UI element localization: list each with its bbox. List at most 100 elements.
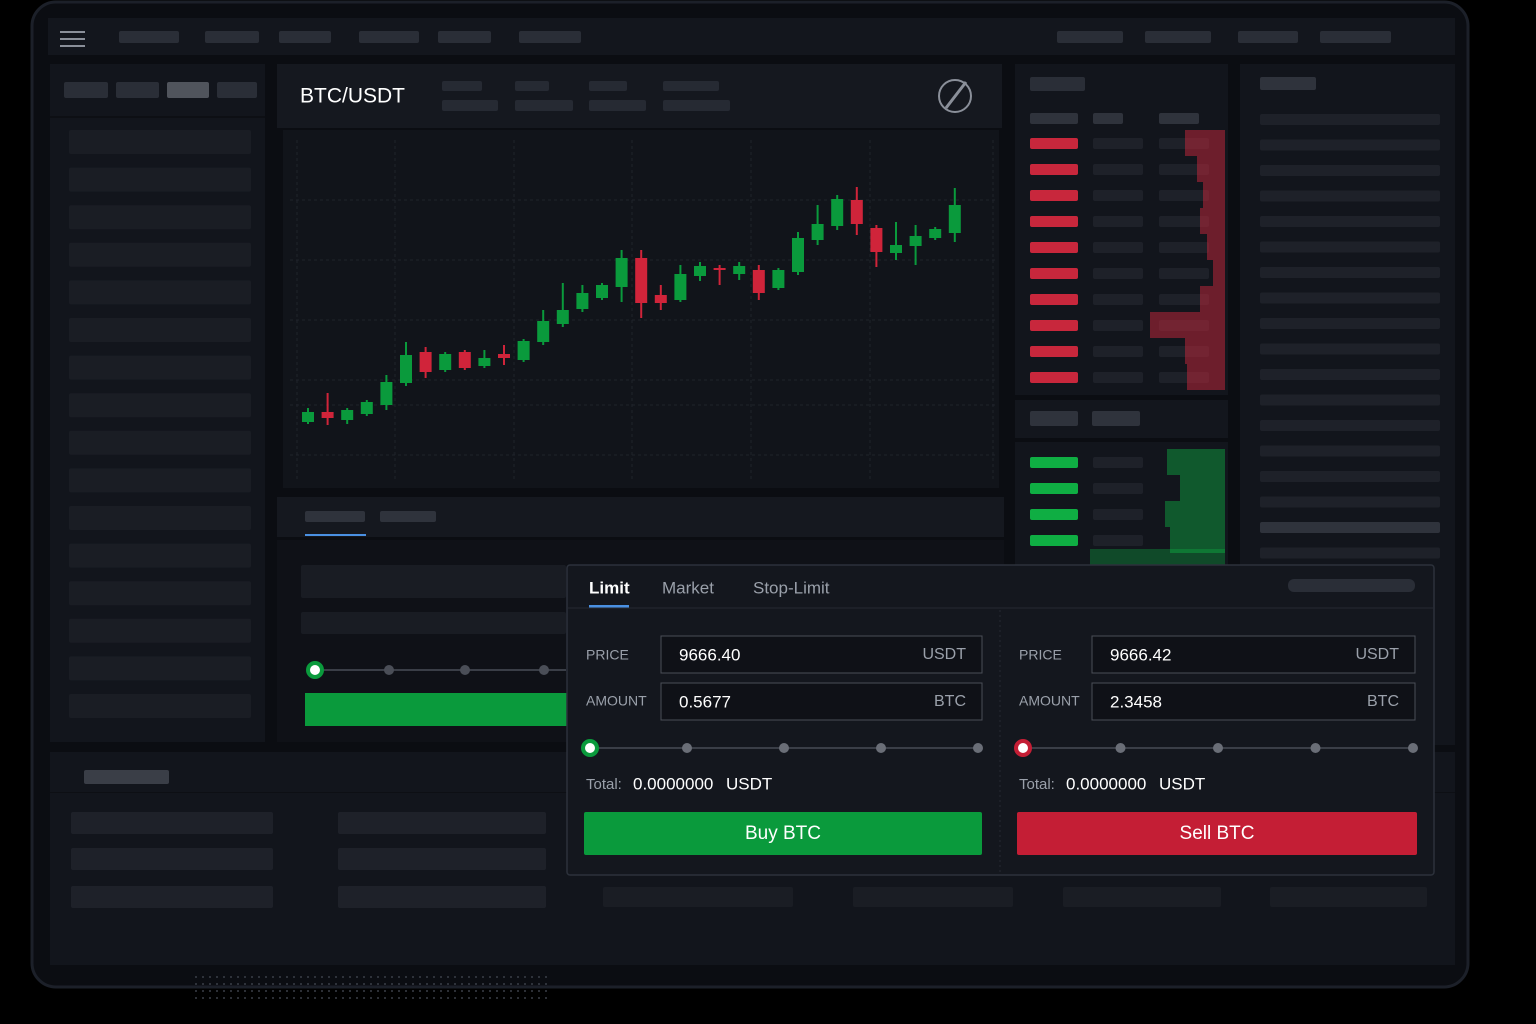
placeholder <box>167 82 209 98</box>
dot-pattern <box>328 990 330 992</box>
dot-pattern <box>209 990 211 992</box>
candle-body <box>752 270 765 293</box>
candle-body <box>478 358 491 366</box>
dot-pattern <box>405 990 407 992</box>
candle-body <box>929 229 942 238</box>
candle-body <box>400 355 412 383</box>
dot-pattern <box>237 976 239 978</box>
dot-pattern <box>440 983 442 985</box>
candle-body <box>576 293 589 309</box>
candle-body <box>439 354 452 370</box>
dot-pattern <box>398 976 400 978</box>
candle-body <box>635 258 648 303</box>
placeholder <box>1260 165 1440 176</box>
dot-pattern <box>496 983 498 985</box>
dot-pattern <box>391 997 393 999</box>
total-label: Total: <box>586 776 622 793</box>
dot-pattern <box>293 990 295 992</box>
dot-pattern <box>209 976 211 978</box>
placeholder <box>71 886 273 908</box>
slider-dot <box>539 665 549 675</box>
candle-body <box>556 310 569 324</box>
slider-dot <box>1115 743 1126 753</box>
dot-pattern <box>307 990 309 992</box>
order-type-tab[interactable]: Limit <box>589 578 630 597</box>
slider-handle[interactable] <box>1014 739 1032 757</box>
dot-pattern <box>510 976 512 978</box>
dot-pattern <box>517 976 519 978</box>
ask-depth <box>1203 182 1225 208</box>
dot-pattern <box>531 983 533 985</box>
dot-pattern <box>461 990 463 992</box>
dot-pattern <box>307 976 309 978</box>
slider-handle[interactable] <box>581 739 599 757</box>
dot-pattern <box>405 976 407 978</box>
dot-pattern <box>230 990 232 992</box>
ask-depth <box>1185 130 1225 156</box>
placeholder <box>1238 31 1298 43</box>
dot-pattern <box>209 997 211 999</box>
placeholder <box>1260 547 1440 559</box>
submit-button-label[interactable]: Sell BTC <box>1180 823 1255 844</box>
dot-pattern <box>286 976 288 978</box>
ask-price <box>1030 346 1078 357</box>
placeholder <box>589 100 646 111</box>
dot-pattern <box>440 990 442 992</box>
ask-depth <box>1150 312 1225 338</box>
dot-pattern <box>335 997 337 999</box>
placeholder <box>338 812 546 834</box>
placeholder <box>69 318 251 342</box>
price-label: PRICE <box>586 647 629 663</box>
placeholder <box>1260 343 1440 355</box>
placeholder <box>1159 164 1209 175</box>
bid-depth <box>1165 501 1225 527</box>
placeholder <box>853 887 1013 907</box>
placeholder <box>205 31 259 43</box>
dot-pattern <box>349 976 351 978</box>
candle-body <box>948 205 961 233</box>
placeholder <box>69 618 251 643</box>
placeholder <box>603 887 793 907</box>
bid-depth <box>1170 527 1225 553</box>
dot-pattern <box>433 976 435 978</box>
dot-pattern <box>482 990 484 992</box>
dot-pattern <box>202 990 204 992</box>
dot-pattern <box>272 997 274 999</box>
dot-pattern <box>398 983 400 985</box>
placeholder <box>116 82 159 98</box>
total-label: Total: <box>1019 776 1055 793</box>
order-type-tab[interactable]: Stop-Limit <box>753 578 830 597</box>
placeholder <box>69 468 251 493</box>
candle-body <box>909 236 922 246</box>
dot-pattern <box>202 997 204 999</box>
dot-pattern <box>377 990 379 992</box>
placeholder <box>69 694 251 718</box>
chart-settings-icon[interactable] <box>938 79 972 113</box>
candle-body <box>596 285 608 298</box>
placeholder <box>442 100 498 111</box>
placeholder <box>1260 216 1440 227</box>
price-unit: USDT <box>922 646 966 663</box>
dot-pattern <box>328 997 330 999</box>
price-input <box>660 635 983 674</box>
dot-pattern <box>321 976 323 978</box>
dot-pattern <box>391 983 393 985</box>
slider-dot <box>876 743 886 753</box>
dot-pattern <box>419 990 421 992</box>
submit-button-label[interactable]: Buy BTC <box>745 823 821 844</box>
placeholder <box>69 242 251 267</box>
dot-pattern <box>447 997 449 999</box>
bid-price <box>1030 483 1078 494</box>
dot-pattern <box>398 997 400 999</box>
dot-pattern <box>216 983 218 985</box>
order-type-tab[interactable]: Market <box>662 578 714 597</box>
dot-pattern <box>202 976 204 978</box>
dot-pattern <box>356 997 358 999</box>
dot-pattern <box>293 976 295 978</box>
placeholder <box>69 581 251 606</box>
placeholder <box>1093 372 1143 383</box>
dot-pattern <box>517 990 519 992</box>
dot-pattern <box>272 976 274 978</box>
dot-pattern <box>293 983 295 985</box>
dot-pattern <box>335 990 337 992</box>
